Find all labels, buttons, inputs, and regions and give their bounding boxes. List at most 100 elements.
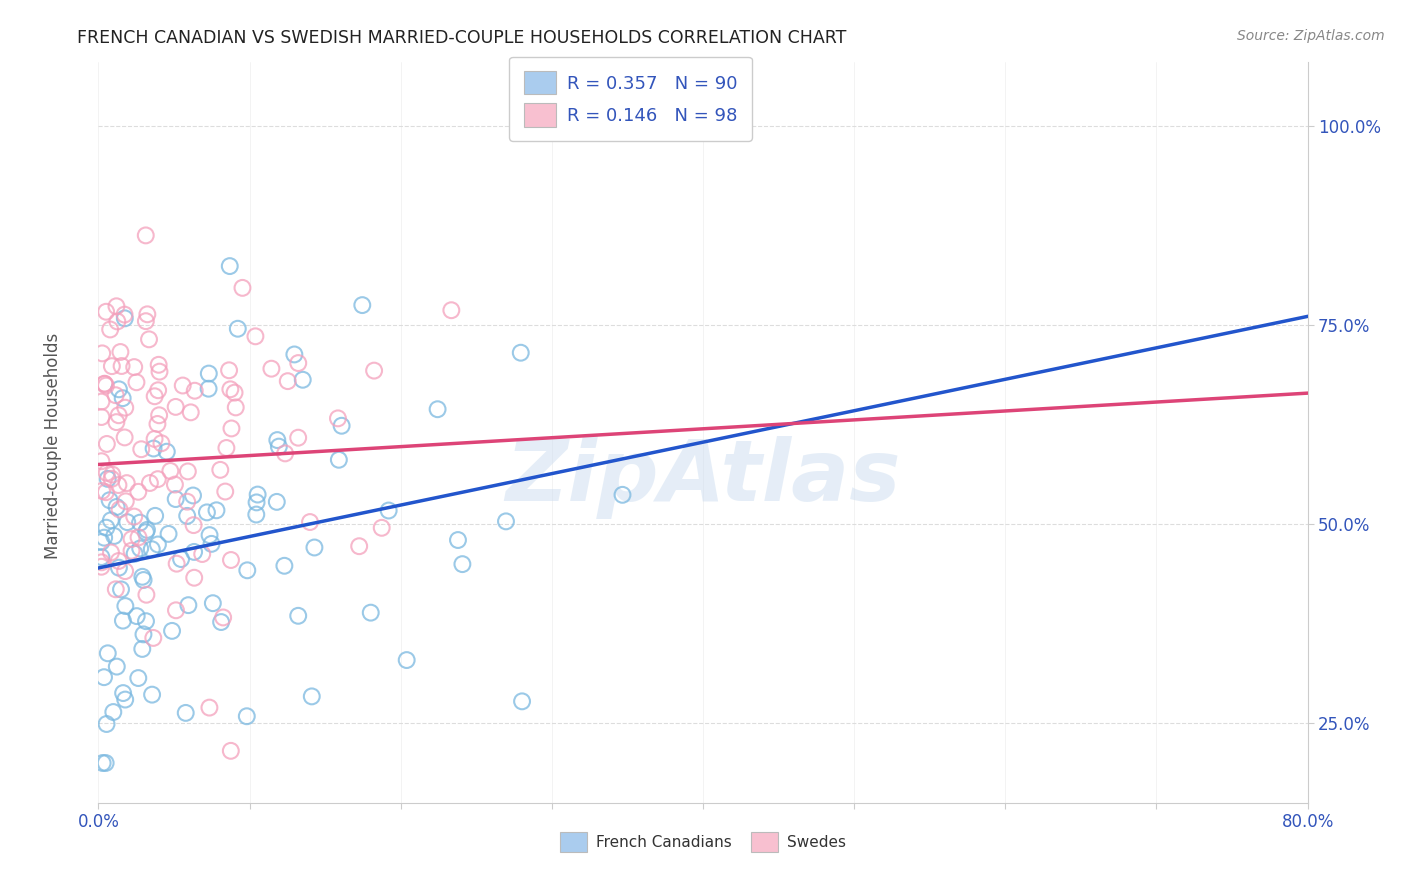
Point	[301, 690, 323, 704]
Point	[131, 642, 153, 657]
Point	[205, 503, 228, 517]
Point	[377, 503, 399, 517]
Point	[105, 314, 128, 328]
Point	[104, 582, 127, 597]
Point	[107, 554, 129, 568]
Point	[218, 363, 240, 377]
Point	[112, 686, 135, 700]
Point	[98, 322, 121, 336]
Point	[370, 521, 392, 535]
Point	[110, 345, 132, 359]
Point	[226, 322, 249, 336]
Point	[96, 466, 118, 480]
Point	[148, 365, 170, 379]
Point	[360, 606, 382, 620]
Point	[165, 603, 187, 617]
Point	[209, 463, 232, 477]
Point	[201, 596, 224, 610]
Point	[245, 508, 267, 522]
Point	[139, 475, 162, 490]
Point	[183, 545, 205, 559]
Point	[122, 360, 145, 375]
Point	[90, 555, 112, 569]
Point	[209, 615, 232, 629]
Point	[135, 588, 157, 602]
Point	[90, 410, 112, 425]
Point	[103, 529, 125, 543]
Point	[266, 433, 288, 447]
Point	[94, 485, 117, 500]
Point	[94, 756, 117, 770]
Point	[225, 401, 247, 415]
Point	[198, 700, 221, 714]
Point	[174, 706, 197, 720]
Point	[176, 494, 198, 508]
Point	[426, 402, 449, 417]
Point	[141, 542, 163, 557]
Point	[363, 363, 385, 377]
Point	[283, 347, 305, 361]
Point	[224, 385, 246, 400]
Point	[180, 405, 202, 419]
Point	[219, 744, 242, 758]
Point	[125, 609, 148, 624]
Point	[183, 518, 205, 533]
Point	[198, 367, 221, 381]
Point	[267, 440, 290, 454]
Point	[277, 374, 299, 388]
Point	[93, 670, 115, 684]
Point	[221, 421, 243, 435]
Point	[90, 454, 112, 468]
Point	[447, 533, 470, 547]
Point	[172, 378, 194, 392]
Point	[93, 531, 115, 545]
Point	[352, 298, 374, 312]
Point	[125, 376, 148, 390]
Point	[200, 537, 222, 551]
Point	[131, 570, 153, 584]
Point	[166, 557, 188, 571]
Point	[266, 495, 288, 509]
Point	[347, 539, 370, 553]
Point	[114, 494, 136, 508]
Point	[97, 646, 120, 660]
Point	[150, 436, 173, 450]
Point	[219, 382, 242, 396]
Point	[328, 452, 350, 467]
Point	[105, 299, 128, 313]
Point	[97, 472, 120, 486]
Point	[184, 384, 207, 398]
Point	[260, 361, 283, 376]
Point	[287, 608, 309, 623]
Point	[105, 500, 128, 514]
Point	[121, 532, 143, 546]
Point	[101, 359, 124, 373]
Text: FRENCH CANADIAN VS SWEDISH MARRIED-COUPLE HOUSEHOLDS CORRELATION CHART: FRENCH CANADIAN VS SWEDISH MARRIED-COUPL…	[77, 29, 846, 47]
Point	[114, 692, 136, 706]
Point	[101, 467, 124, 482]
Point	[219, 553, 242, 567]
Point	[98, 493, 121, 508]
Point	[287, 356, 309, 370]
Point	[135, 228, 157, 243]
Point	[143, 508, 166, 523]
Point	[298, 515, 321, 529]
Point	[326, 411, 349, 425]
Point	[141, 688, 163, 702]
Point	[157, 527, 180, 541]
Point	[105, 659, 128, 673]
Point	[132, 627, 155, 641]
Point	[287, 431, 309, 445]
Point	[509, 345, 531, 359]
Point	[135, 614, 157, 628]
Point	[291, 373, 314, 387]
Point	[129, 516, 152, 530]
Point	[108, 502, 131, 516]
Point	[90, 535, 112, 549]
Point	[110, 359, 132, 373]
Point	[132, 573, 155, 587]
Point	[124, 547, 146, 561]
Point	[115, 476, 138, 491]
Point	[114, 308, 136, 322]
Point	[121, 543, 143, 558]
